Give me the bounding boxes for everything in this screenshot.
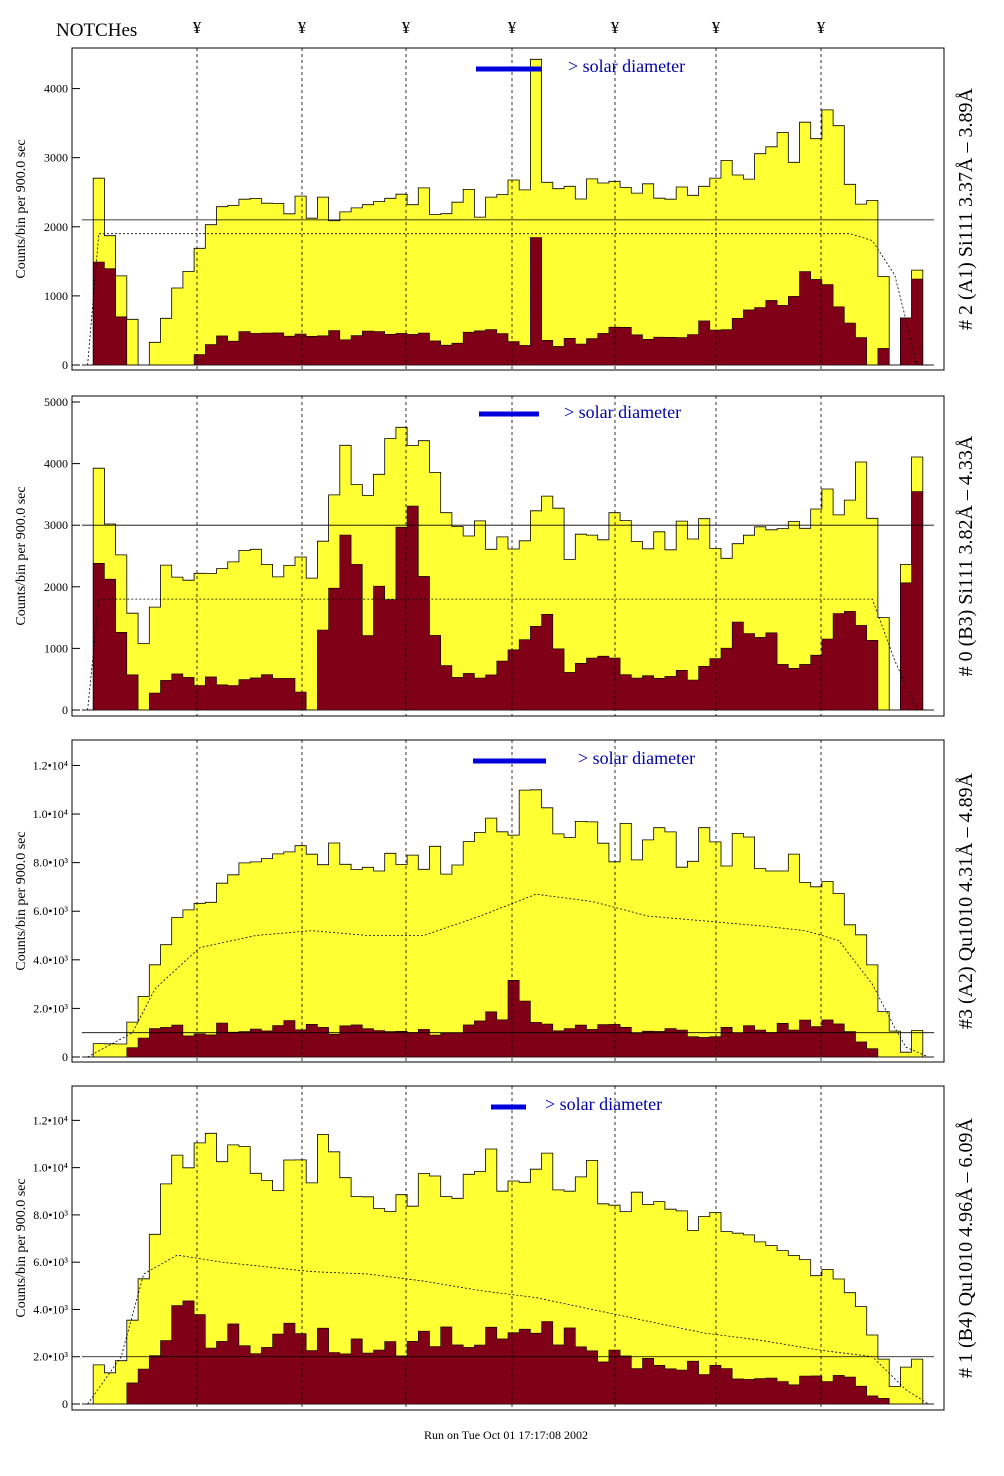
model-curve [87,1254,929,1405]
model-curve [87,233,929,366]
y-axis-label: Counts/bin per 900.0 sec [14,831,29,970]
y-tick-label: 6.0•10³ [33,904,68,918]
low-energy-histogram [82,491,934,711]
panel-frame [71,47,945,371]
notch-marker: ¥ [401,18,411,37]
y-tick-label: 2.0•10³ [33,1001,68,1015]
y-tick-label: 0 [62,358,68,372]
low-energy-histogram [82,1300,934,1405]
y-axis-label: Counts/bin per 900.0 sec [14,1178,29,1317]
y-tick-label: 8.0•10³ [33,856,68,870]
high-energy-histogram [82,58,934,366]
y-tick-label: 1000 [44,289,68,303]
y-tick-label: 4000 [44,457,68,471]
y-axis-label: Counts/bin per 900.0 sec [14,486,29,625]
panel-title: #3 (A2) Qu1010 4.31Å – 4.89Å [955,772,977,1029]
panel-title: # 2 (A1) Si111 3.37Å – 3.89Å [955,88,977,330]
notch-marker: ¥ [816,18,826,37]
y-tick-label: 4.0•10³ [33,953,68,967]
high-energy-histogram [82,426,934,711]
notch-marker: ¥ [610,18,620,37]
run-timestamp: Run on Tue Oct 01 17:17:08 2002 [424,1428,589,1442]
y-tick-label: 0 [62,703,68,717]
solar-diameter-label: > solar diameter [578,748,695,768]
y-tick-label: 4000 [44,82,68,96]
panel-title: # 0 (B3) Si111 3.82Å – 4.33Å [955,435,977,676]
panel-frame [71,1085,945,1411]
model-curve [87,893,929,1058]
low-energy-histogram [82,237,934,366]
y-tick-label: 3000 [44,518,68,532]
notch-marker: ¥ [507,18,517,37]
y-tick-label: 8.0•10³ [33,1208,68,1222]
solar-diameter-label: > solar diameter [568,56,685,76]
panel-title: # 1 (B4) Qu1010 4.96Å – 6.09Å [955,1117,977,1378]
y-tick-label: 1.0•10⁴ [33,1161,68,1175]
y-tick-label: 1.0•10⁴ [33,807,68,821]
y-tick-label: 6.0•10³ [33,1255,68,1269]
y-tick-label: 1.2•10⁴ [33,758,68,772]
panel-frame [71,395,945,717]
notch-marker: ¥ [711,18,721,37]
notch-marker: ¥ [192,18,202,37]
solar-diameter-label: > solar diameter [545,1094,662,1114]
panel-frame [71,739,945,1063]
notch-marker: ¥ [297,18,307,37]
solar-diameter-label: > solar diameter [564,402,681,422]
y-tick-label: 2000 [44,220,68,234]
y-tick-label: 1.2•10⁴ [33,1113,68,1127]
notches-label: NOTCHes [56,20,138,41]
y-tick-label: 1000 [44,641,68,655]
high-energy-histogram [82,789,934,1058]
y-tick-label: 0 [62,1050,68,1064]
y-tick-label: 0 [62,1397,68,1411]
y-tick-label: 5000 [44,395,68,409]
y-tick-label: 2000 [44,580,68,594]
y-tick-label: 4.0•10³ [33,1302,68,1316]
y-tick-label: 3000 [44,151,68,165]
y-axis-label: Counts/bin per 900.0 sec [14,139,29,278]
model-curve [87,598,929,711]
y-tick-label: 2.0•10³ [33,1350,68,1364]
low-energy-histogram [82,980,934,1058]
